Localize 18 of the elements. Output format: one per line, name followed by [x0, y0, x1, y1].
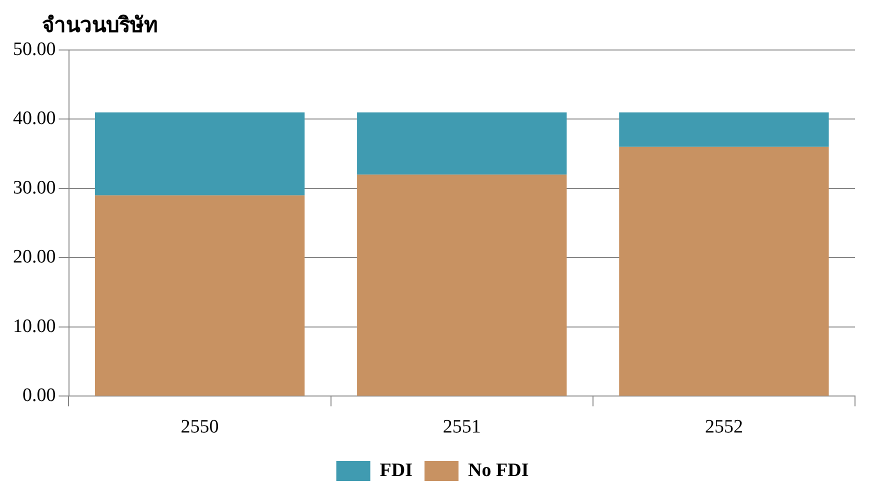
x-tick-label: 2552 [704, 416, 743, 438]
legend-label: FDI [380, 460, 413, 481]
y-tick-label: 40.00 [13, 108, 56, 130]
y-tick-label: 50.00 [13, 38, 56, 60]
legend-label: No FDI [468, 460, 529, 481]
bar [357, 112, 567, 175]
y-tick-label: 30.00 [13, 177, 56, 198]
bar [94, 195, 305, 396]
bar [619, 146, 829, 396]
bar [619, 112, 829, 147]
y-axis-title: จำนวนบริษัท [42, 12, 158, 37]
bar [357, 174, 567, 396]
x-tick-label: 2550 [180, 416, 219, 438]
x-tick-label: 2551 [442, 416, 481, 438]
y-tick-label: 0.00 [22, 385, 56, 406]
y-tick-label: 10.00 [13, 316, 56, 337]
y-tick-label: 20.00 [13, 246, 56, 268]
bar [94, 112, 305, 196]
